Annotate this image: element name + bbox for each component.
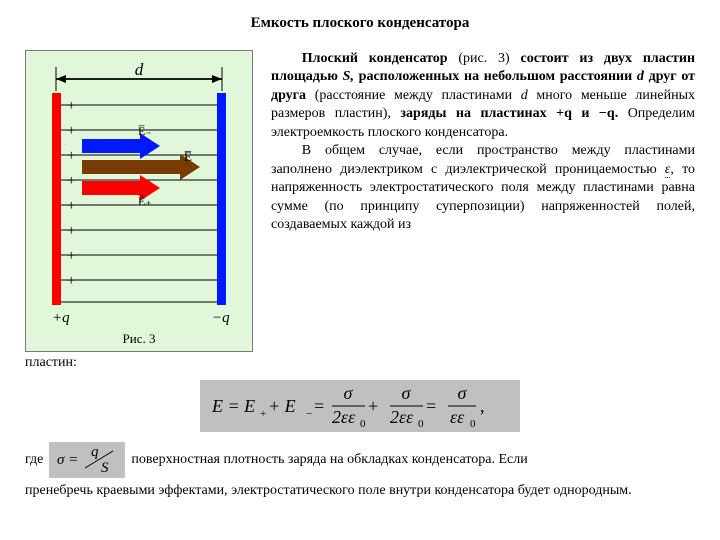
left-plate [52,93,61,305]
svg-text:+: + [67,273,75,289]
svg-text:0: 0 [360,418,366,428]
svg-text:2εε: 2εε [390,407,414,427]
figure-box: d +− +− +− +− +− +− +− +− [25,50,253,352]
svg-text:σ =: σ = [57,452,78,468]
svg-text:E̅₋: E̅₋ [138,124,152,138]
page-title: Емкость плоского конденсатора [25,15,695,32]
formula-box: E = E + + E− = σ 2εε 0 + σ 2εε 0 = σ εε 0 , [200,380,520,432]
paragraph-2-tail: пластин: [25,354,695,372]
svg-text:q: q [91,444,99,460]
svg-text:−: − [204,98,212,114]
svg-text:E̅₊: E̅₊ [138,194,152,208]
svg-text:+: + [368,396,378,416]
field-line: +− [61,223,217,239]
svg-text:+: + [67,148,75,164]
svg-text:σ: σ [402,384,412,403]
svg-text:−: − [204,248,212,264]
svg-text:−: − [204,123,212,139]
paragraph-1: Плоский конденсатор (рис. 3) состоит из … [271,50,695,142]
figure-frame: d +− +− +− +− +− +− +− +− [25,50,253,352]
figure-caption: Рис. 3 [34,327,244,349]
svg-text:E̅: E̅ [184,149,192,164]
svg-text:+: + [67,248,75,264]
paragraph-2: В общем случае, если пространство между … [271,142,695,234]
svg-text:+: + [67,198,75,214]
svg-text:+: + [67,98,75,114]
svg-text:+: + [67,223,75,239]
svg-text:0: 0 [418,418,424,428]
svg-text:=: = [426,396,436,416]
svg-text:+: + [67,173,75,189]
svg-text:−: − [204,173,212,189]
field-line: +− [61,248,217,264]
sigma-svg: σ = q S [55,444,119,476]
text-column: Плоский конденсатор (рис. 3) состоит из … [271,50,695,235]
formula-svg: E = E + + E− = σ 2εε 0 + σ 2εε 0 = σ εε 0 , [210,384,510,428]
svg-text:+: + [67,123,75,139]
svg-text:−: − [204,223,212,239]
svg-text:−: − [204,273,212,289]
q-left-label: +q [52,310,70,326]
svg-text:E = E: E = E [211,396,255,416]
svg-text:2εε: 2εε [332,407,356,427]
svg-text:+ E: + E [268,396,296,416]
field-line: +− [61,273,217,289]
svg-text:=: = [314,396,324,416]
svg-text:εε: εε [450,407,465,427]
svg-text:S: S [101,460,109,476]
svg-text:σ: σ [458,384,468,403]
q-right-label: −q [212,310,230,326]
svg-text:0: 0 [470,418,476,428]
svg-text:−: − [204,198,212,214]
arrow-e-minus: E̅₋ [82,124,160,159]
svg-text:−: − [204,148,212,164]
svg-text:−: − [306,408,312,420]
svg-text:σ: σ [344,384,354,403]
content-row: d +− +− +− +− +− +− +− +− [25,50,695,352]
sigma-def-box: σ = q S [49,442,125,478]
capacitor-diagram: d +− +− +− +− +− +− +− +− [34,57,244,327]
right-plate [217,93,226,305]
paragraph-3: где σ = q S поверхностная плотность заря… [25,442,695,478]
svg-text:+: + [260,408,266,420]
paragraph-4: пренебречь краевыми эффектами, электрост… [25,482,695,500]
formula-row: E = E + + E− = σ 2εε 0 + σ 2εε 0 = σ εε 0 , [25,380,695,432]
svg-text:,: , [480,396,485,416]
field-line: +− [61,98,217,114]
d-label: d [135,60,144,79]
